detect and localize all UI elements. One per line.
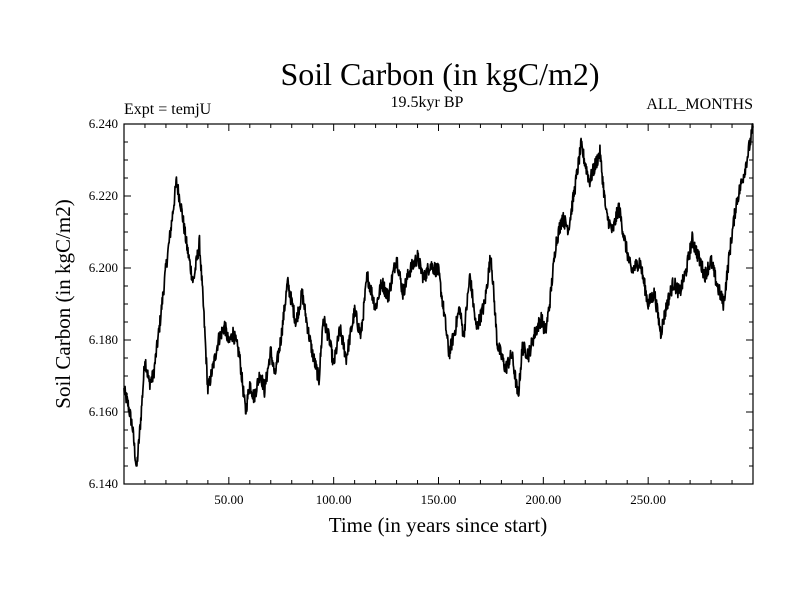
x-tick-label: 100.00	[316, 492, 352, 507]
y-tick-label: 6.220	[89, 188, 118, 203]
y-axis-title: Soil Carbon (in kgC/m2)	[51, 199, 75, 408]
period-label: 19.5kyr BP	[391, 94, 464, 111]
soil-carbon-series-line	[123, 123, 754, 467]
x-tick-label: 50.00	[214, 492, 243, 507]
y-tick-label: 6.240	[89, 116, 118, 131]
x-tick-label: 150.00	[421, 492, 457, 507]
plot-frame	[123, 123, 754, 485]
y-tick-label: 6.140	[89, 476, 118, 491]
x-axis-title: Time (in years since start)	[329, 513, 548, 537]
chart-title: Soil Carbon (in kgC/m2)	[280, 56, 599, 92]
plot-area	[123, 123, 754, 467]
x-tick-label: 200.00	[525, 492, 561, 507]
y-tick-label: 6.200	[89, 260, 118, 275]
experiment-label: Expt = temjU	[124, 101, 212, 118]
y-tick-label: 6.180	[89, 332, 118, 347]
months-label: ALL_MONTHS	[646, 96, 753, 113]
y-tick-label: 6.160	[89, 404, 118, 419]
x-tick-label: 250.00	[630, 492, 666, 507]
